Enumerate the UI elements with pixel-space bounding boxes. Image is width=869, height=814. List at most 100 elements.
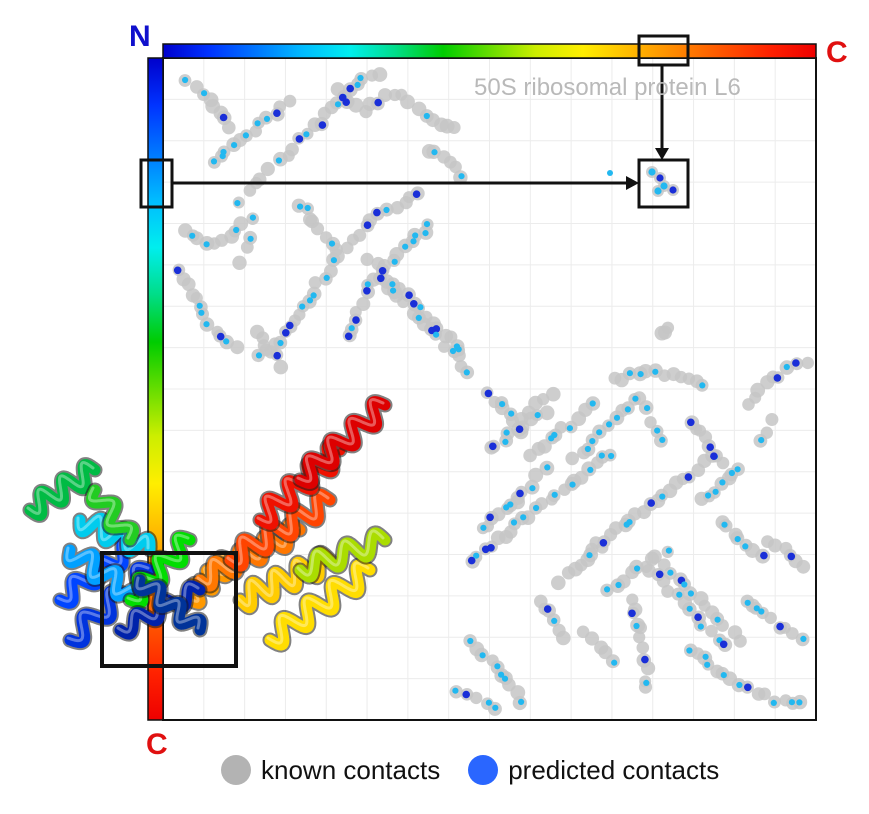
predicted-contact-dot	[196, 302, 203, 309]
known-contact-dot	[760, 426, 773, 439]
predicted-contact-dot	[705, 492, 712, 499]
legend-predicted: predicted contacts	[468, 755, 719, 786]
predicted-contact-dot	[669, 186, 677, 194]
predicted-contact-dot	[467, 556, 476, 565]
predicted-contact-dot	[328, 240, 336, 247]
predicted-contact-dot	[410, 238, 417, 245]
predicted-contact-dot	[783, 363, 790, 371]
predicted-contact-dot	[641, 655, 649, 664]
predicted-contact-dot	[346, 84, 355, 93]
predicted-contact-dot	[634, 565, 641, 572]
predicted-contact-dot	[417, 304, 424, 311]
predicted-contact-dot	[415, 314, 422, 321]
legend-known-label: known contacts	[261, 754, 441, 785]
predicted-contact-dot	[736, 681, 743, 689]
predicted-contact-dot	[615, 581, 622, 589]
predicted-contact-dot	[423, 221, 431, 228]
predicted-contact-dot	[363, 221, 372, 229]
known-contact-dot	[758, 687, 771, 701]
predicted-contact-dot	[219, 113, 228, 122]
predicted-contact-dot	[569, 481, 576, 488]
predicted-contact-dot	[702, 653, 709, 660]
known-contact-dot	[647, 549, 662, 564]
backbone-segment	[24, 459, 101, 521]
known-contact-dot	[310, 222, 325, 236]
predicted-contact-dot	[543, 605, 552, 613]
known-contact-dot	[768, 538, 782, 553]
predicted-contact-dot	[502, 438, 509, 445]
predicted-contact-dot	[479, 652, 486, 659]
known-contact-dot	[330, 82, 345, 97]
predicted-contact-dot	[587, 466, 594, 473]
predicted-contact-dot	[792, 359, 800, 367]
predicted-contact-dot	[518, 698, 525, 706]
predicted-contact-dot	[686, 647, 693, 654]
predicted-contact-swatch	[468, 755, 499, 785]
known-contact-dot	[449, 160, 462, 174]
predicted-contact-dot	[405, 291, 413, 300]
predicted-contact-dot	[234, 200, 241, 207]
predicted-contact-dot	[551, 617, 558, 625]
predicted-contact-dot	[348, 325, 355, 332]
known-contact-dot	[551, 575, 566, 591]
known-contact-dot	[353, 228, 367, 242]
predicted-contact-dot	[628, 609, 636, 618]
predicted-contact-dot	[486, 513, 494, 522]
predicted-contact-dot	[633, 622, 640, 630]
predicted-contact-dot	[494, 663, 501, 670]
predicted-contact-dot	[323, 274, 330, 281]
predicted-contact-dot	[529, 485, 536, 492]
structure-highlight-box	[100, 551, 238, 668]
predicted-contact-dot	[611, 659, 618, 666]
predicted-contact-dot	[383, 206, 390, 214]
predicted-contact-dot	[643, 679, 650, 687]
predicted-contact-dot	[503, 429, 510, 436]
predicted-contact-dot	[704, 661, 711, 668]
predicted-contact-dot	[684, 473, 693, 481]
predicted-contact-dot	[644, 405, 651, 412]
predicted-contact-dot	[760, 551, 768, 560]
predicted-contact-dot	[203, 321, 210, 328]
predicted-contact-dot	[551, 431, 558, 439]
predicted-contact-dot	[189, 232, 196, 239]
predicted-contact-dot	[410, 300, 418, 308]
backbone-segment	[224, 488, 336, 572]
predicted-contact-dot	[412, 190, 421, 198]
predicted-contact-dot	[510, 519, 518, 526]
predicted-contact-dot	[632, 395, 639, 402]
predicted-contact-dot	[173, 266, 182, 275]
known-contact-dot	[528, 467, 544, 483]
predicted-contact-dot	[516, 489, 524, 498]
known-contact-dot	[796, 559, 811, 574]
predicted-contact-dot	[306, 297, 314, 304]
predicted-contact-dot	[706, 443, 714, 452]
predicted-contact-dot	[720, 672, 727, 679]
predicted-contact-dot	[648, 168, 656, 176]
contact-highlight-box	[637, 158, 690, 209]
predicted-contact-dot	[249, 214, 256, 221]
predicted-contacts-layer	[173, 74, 807, 711]
known-contact-dot	[636, 641, 650, 654]
predicted-contact-dot	[694, 613, 702, 621]
c-terminus-label-top: C	[826, 36, 848, 69]
predicted-contact-dot	[584, 445, 592, 453]
predicted-contact-dot	[637, 371, 644, 378]
horizontal-arrow-head	[626, 176, 639, 190]
predicted-contact-dot	[534, 412, 541, 419]
predicted-contact-dot	[499, 401, 506, 408]
predicted-contact-dot	[282, 329, 290, 337]
predicted-contact-dot	[586, 552, 593, 559]
known-contact-dot	[661, 321, 675, 334]
predicted-contact-dot	[607, 170, 613, 176]
backbone-segment	[133, 574, 207, 636]
predicted-contact-dot	[667, 569, 674, 576]
predicted-contact-dot	[412, 232, 419, 239]
c-terminus-label-left: C	[146, 728, 168, 761]
predicted-contact-dot	[773, 374, 782, 382]
predicted-contact-dot	[681, 581, 688, 588]
predicted-contact-dot	[354, 81, 361, 88]
predicted-contact-dot	[263, 115, 271, 122]
known-contact-dot	[438, 340, 451, 353]
